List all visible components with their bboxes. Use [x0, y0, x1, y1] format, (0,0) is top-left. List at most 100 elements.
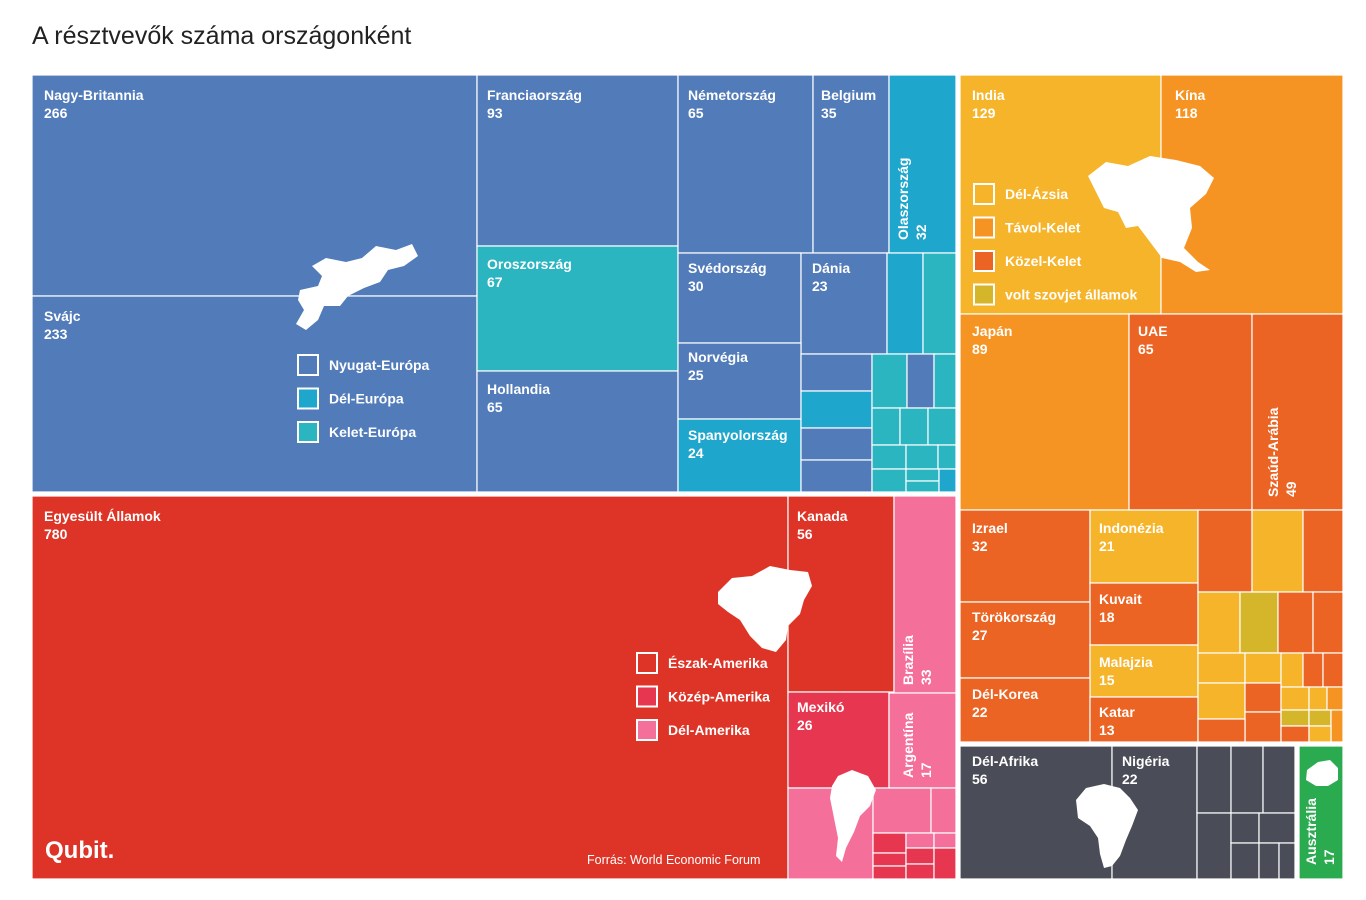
country-value-kina: 118 [1175, 105, 1198, 121]
cell-svedorszag [677, 252, 802, 344]
cell-small [905, 468, 940, 482]
cell-kuvait [1089, 582, 1199, 646]
label-olaszorszag: Olaszország 32 [895, 158, 929, 240]
legend-swatch-del-amerika [636, 719, 658, 741]
legend-label-tavol-kelet: Távol-Kelet [1005, 220, 1081, 236]
country-value-kanada: 56 [797, 526, 813, 542]
cell-small [1230, 842, 1260, 880]
country-value-india: 129 [972, 105, 996, 121]
cell-small [1262, 745, 1296, 814]
legend-label-del-azsia: Dél-Ázsia [1005, 186, 1068, 202]
cell-small [922, 252, 957, 355]
cell-nagy-britannia [31, 74, 478, 297]
north-america-map-icon [718, 566, 812, 652]
label-szaud-arabia: Szaúd-Arábia 49 [1265, 407, 1299, 497]
legend-swatch-kelet-europa [297, 421, 319, 443]
country-value-dania: 23 [812, 278, 828, 294]
cell-spanyolorszag [677, 418, 802, 493]
country-name-del-korea: Dél-Korea [972, 686, 1038, 702]
cell-small [1280, 652, 1304, 688]
legend-label-kozep-amerika: Közép-Amerika [668, 689, 770, 705]
cell-katar [1089, 696, 1199, 743]
cell-small [927, 407, 957, 446]
country-value-mexiko: 26 [797, 717, 813, 733]
cell-small [1308, 709, 1332, 727]
country-name-nagy-britannia: Nagy-Britannia [44, 87, 144, 103]
legend-swatch-tavol-kelet [973, 216, 995, 239]
cell-small [1230, 745, 1264, 814]
country-value-nemetorszag: 65 [688, 105, 704, 121]
legend-label-del-europa: Dél-Európa [329, 391, 404, 407]
cell-hollandia [476, 370, 679, 493]
country-value-kuvait: 18 [1099, 609, 1115, 625]
cell-small [1308, 725, 1332, 743]
cell-small [899, 407, 929, 446]
cell-brazilia [893, 495, 957, 694]
country-name-oroszorszag: Oroszország [487, 256, 572, 272]
country-value-nigeria: 22 [1122, 771, 1138, 787]
europe-map-icon [296, 244, 418, 330]
decorations: Nyugat-Európa Dél-Európa Kelet-Európa Észak… [45, 156, 1338, 868]
country-value-hollandia: 65 [487, 399, 503, 415]
chart-title: A résztvevők száma országonként [32, 22, 412, 50]
country-name-norvegia: Norvégia [688, 349, 748, 365]
country-value-argentina: 17 [918, 762, 934, 778]
country-value-oroszorszag: 67 [487, 274, 503, 290]
legend-swatch-nyugat-europa [297, 354, 319, 376]
country-value-uae: 65 [1138, 341, 1154, 357]
cell-mexiko [787, 691, 890, 789]
africa-map-icon [1076, 784, 1138, 868]
legend-label-eszak-amerika: Észak-Amerika [668, 655, 768, 671]
cell-small [1277, 591, 1314, 654]
country-value-brazilia: 33 [918, 669, 934, 685]
cell-small [1196, 745, 1232, 814]
cell-small [1280, 709, 1310, 727]
cell-small [1330, 709, 1344, 743]
cell-small [905, 847, 935, 865]
country-name-hollandia: Hollandia [487, 381, 550, 397]
cell-belgium [812, 74, 890, 254]
cell-small [871, 407, 901, 446]
country-value-torokorszag: 27 [972, 627, 988, 643]
cell-small [938, 468, 957, 493]
country-name-indonezia: Indonézia [1099, 520, 1164, 536]
country-name-kuvait: Kuvait [1099, 591, 1142, 607]
cell-torokorszag [959, 601, 1091, 679]
cell-small [871, 353, 908, 409]
cell-small [905, 863, 935, 880]
cell-small [800, 427, 873, 461]
label-ausztralia: Ausztrália 17 [1303, 798, 1337, 865]
cell-small [872, 832, 907, 854]
legend-label-kelet-europa: Kelet-Európa [329, 424, 416, 440]
country-value-izrael: 32 [972, 538, 988, 554]
cell-small [1280, 686, 1310, 711]
south-america-map-icon [830, 770, 876, 862]
cell-kina [1160, 74, 1344, 315]
cell-small [1326, 686, 1344, 711]
cell-small [886, 252, 924, 355]
country-name-szaud-arabia: Szaúd-Arábia [1265, 407, 1281, 497]
legend-swatch-volt-szovjet-allamok [973, 283, 995, 306]
country-name-argentina: Argentína [900, 712, 916, 778]
country-value-belgium: 35 [821, 105, 837, 121]
cell-small [872, 865, 907, 880]
legend-asia: Dél-Ázsia Távol-Kelet Közel-Kelet volt szov… [973, 183, 1137, 306]
treemap-cells: Nagy-Britannia 266 Svájc 233 Franciaország 93… [31, 74, 1344, 880]
cell-small [872, 852, 907, 867]
cell-small [905, 480, 940, 493]
cell-small [872, 787, 932, 834]
legend-swatch-eszak-amerika [636, 652, 658, 674]
label-argentina: Argentína 17 [900, 712, 934, 778]
country-value-katar: 13 [1099, 722, 1115, 738]
legend-swatch-del-europa [297, 387, 319, 410]
cell-small [1258, 842, 1280, 880]
cell-svajc [31, 295, 478, 493]
cell-small [1308, 686, 1328, 711]
cell-small [1230, 812, 1260, 844]
cell-small [937, 444, 957, 470]
country-name-katar: Katar [1099, 704, 1135, 720]
legend-label-del-amerika: Dél-Amerika [668, 722, 750, 738]
country-value-spanyolorszag: 24 [688, 445, 704, 461]
cell-argentina [888, 692, 957, 789]
